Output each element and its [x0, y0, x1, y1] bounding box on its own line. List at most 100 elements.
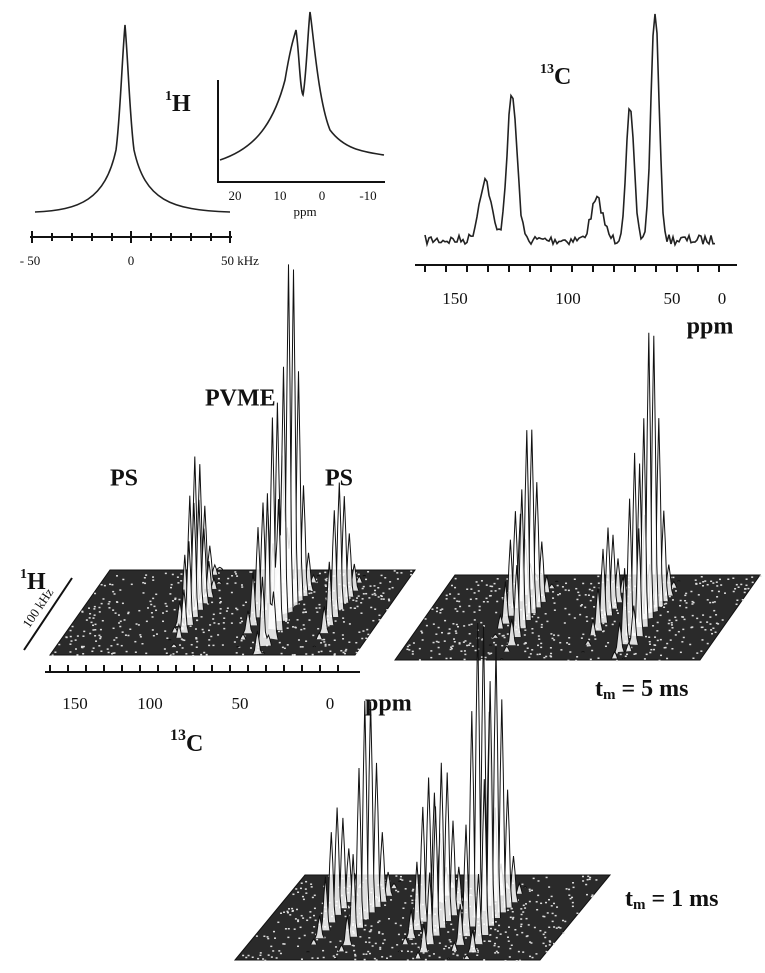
noise: [418, 934, 421, 936]
noise: [196, 619, 199, 622]
noise: [706, 621, 709, 623]
noise: [586, 645, 589, 647]
noise: [653, 648, 656, 651]
inset-frame: [217, 80, 385, 183]
noise: [82, 635, 85, 637]
noise: [173, 608, 176, 611]
noise: [155, 593, 158, 596]
noise: [694, 579, 697, 581]
ridge-line: [496, 612, 504, 629]
noise: [356, 605, 359, 608]
noise: [347, 906, 350, 909]
noise: [289, 914, 292, 916]
noise: [375, 959, 378, 961]
noise: [593, 634, 596, 637]
ridge-line: [515, 881, 523, 894]
noise: [529, 653, 532, 655]
noise: [358, 631, 361, 633]
noise: [401, 879, 404, 881]
noise: [304, 611, 307, 613]
ridge-line: [584, 639, 592, 646]
noise: [208, 639, 211, 641]
noise: [565, 888, 568, 890]
noise: [751, 581, 754, 584]
noise: [582, 582, 585, 585]
noise: [408, 644, 411, 646]
noise: [445, 594, 448, 597]
ridge-line: [466, 711, 477, 927]
noise: [553, 634, 556, 636]
noise: [571, 905, 574, 908]
noise: [566, 642, 569, 644]
noise: [507, 940, 510, 942]
noise: [283, 943, 286, 945]
noise: [387, 917, 390, 920]
noise: [192, 654, 195, 657]
noise: [297, 945, 300, 948]
noise: [357, 573, 360, 576]
noise: [293, 654, 296, 656]
noise: [666, 657, 669, 660]
noise: [395, 875, 398, 877]
noise: [476, 949, 479, 952]
noise: [316, 938, 319, 941]
noise: [702, 581, 705, 583]
ridge-line: [503, 645, 511, 652]
noise: [665, 602, 668, 605]
noise: [69, 629, 72, 632]
noise: [239, 622, 242, 624]
noise: [280, 912, 283, 915]
noise: [568, 894, 571, 896]
noise: [453, 638, 456, 640]
noise: [305, 640, 308, 642]
noise: [296, 619, 299, 621]
noise: [342, 617, 345, 619]
noise: [201, 628, 204, 631]
noise: [483, 940, 486, 942]
noise: [410, 895, 413, 897]
noise: [222, 622, 225, 624]
noise: [317, 651, 320, 653]
noise: [251, 956, 254, 959]
noise: [82, 653, 85, 655]
noise: [463, 650, 466, 652]
tick-label: 50: [232, 694, 249, 713]
noise: [409, 880, 412, 883]
noise: [342, 621, 345, 623]
noise: [648, 640, 651, 643]
noise: [174, 597, 177, 600]
noise: [425, 624, 428, 627]
noise: [715, 622, 718, 625]
noise: [569, 651, 572, 653]
noise: [100, 602, 103, 605]
noise: [300, 958, 303, 960]
noise: [727, 578, 730, 580]
noise: [241, 586, 244, 588]
noise: [751, 576, 754, 578]
noise: [507, 909, 510, 911]
noise: [483, 625, 486, 627]
noise: [563, 622, 566, 624]
noise: [299, 887, 302, 890]
noise: [508, 926, 511, 928]
noise: [207, 629, 210, 632]
noise: [519, 959, 522, 962]
noise: [455, 632, 458, 634]
noise: [701, 639, 704, 641]
noise: [544, 936, 547, 939]
noise: [421, 639, 424, 641]
noise: [422, 952, 425, 954]
noise: [525, 917, 528, 920]
noise: [370, 929, 373, 931]
noise: [487, 940, 490, 942]
noise: [691, 603, 694, 605]
noise: [284, 928, 287, 930]
noise: [493, 582, 496, 585]
ridge-line: [320, 876, 331, 931]
noise: [666, 611, 669, 613]
noise: [562, 919, 565, 922]
noise: [453, 950, 456, 953]
noise: [713, 601, 716, 603]
noise: [274, 937, 277, 939]
noise: [430, 656, 433, 659]
